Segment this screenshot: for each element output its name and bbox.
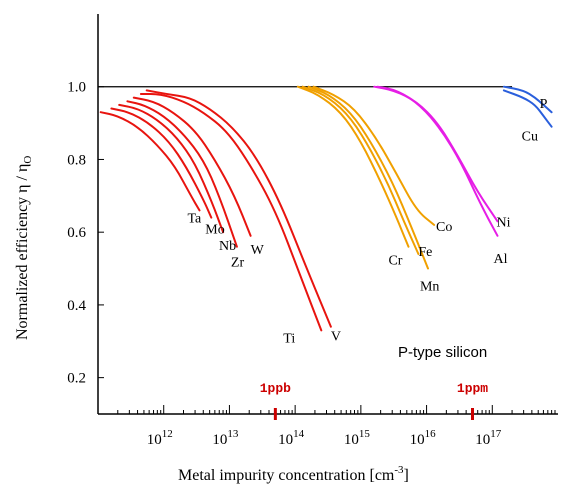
series-line-p [502,85,553,114]
y-tick-label: 0.4 [67,298,86,314]
x-axis-title-sup: -3 [394,464,404,476]
series-label-nb: Nb [219,239,236,254]
x-axis-title-main: Metal impurity concentration [cm [178,467,395,484]
y-axis-title-sub: O [22,156,34,164]
marker-label-1ppb: 1ppb [260,381,291,396]
series-label-mn: Mn [420,280,439,295]
x-tick-exponent: 16 [425,428,437,440]
ppm-markers: 1ppb 1ppm [260,381,488,420]
series-label-cr: Cr [388,254,402,269]
x-axis-title: Metal impurity concentration [cm-3] [178,464,409,484]
series-label-p: P [540,97,548,112]
series-label-w: W [251,243,265,258]
series-line-mn [307,85,429,270]
x-tick-label: 1013 [212,428,239,448]
series-label-zr: Zr [231,256,245,271]
x-tick-base: 10 [344,432,359,448]
annotation-text: P-type silicon [398,344,487,361]
x-tick-label: 1014 [278,428,305,448]
series-label-cu: Cu [522,130,538,145]
x-axis-ticks: 1012 1013 1014 1015 1016 1017 [97,405,556,448]
y-tick-label: 0.2 [67,371,86,387]
y-axis-title: Normalized efficiency η / ηO [14,156,34,340]
x-tick-exponent: 15 [359,428,371,440]
series-label-ni: Ni [496,215,510,230]
series-line-fe [301,85,420,255]
y-tick-label: 0.6 [67,225,86,241]
y-tick-label: 0.8 [67,152,86,168]
series-line-cu [502,89,553,128]
series-line-al [376,85,499,237]
series-label-ti: Ti [283,331,295,346]
series-group [99,85,553,332]
x-tick-label: 1017 [475,428,502,448]
y-axis-title-main: Normalized efficiency η / η [14,164,31,340]
x-tick-base: 10 [147,432,162,448]
plot-frame [97,14,558,415]
series-line-co [312,85,436,226]
y-tick-label: 1.0 [67,80,86,96]
series-line-mo [110,107,213,219]
x-tick-exponent: 14 [293,428,305,440]
x-tick-label: 1015 [344,428,371,448]
series-line-ti [139,93,323,332]
series-label-v: V [331,330,341,345]
marker-label-1ppm: 1ppm [457,381,488,396]
x-tick-label: 1016 [410,428,437,448]
series-line-v [145,89,332,328]
y-axis-ticks: 0.2 0.4 0.6 0.8 1.0 [67,80,104,387]
x-tick-label: 1012 [147,428,173,448]
x-tick-base: 10 [475,432,490,448]
series-label-ta: Ta [187,211,202,226]
x-tick-base: 10 [410,432,425,448]
series-label-co: Co [436,220,452,235]
x-tick-base: 10 [212,432,227,448]
series-line-zr [126,100,238,248]
x-tick-base: 10 [278,432,293,448]
series-line-w [132,96,252,237]
series-label-al: Al [493,252,507,267]
x-tick-exponent: 13 [227,428,239,440]
series-label-fe: Fe [418,245,432,260]
x-tick-exponent: 12 [162,428,173,440]
series-line-cr [296,85,410,248]
series-line-nb [118,103,225,234]
series-label-mo: Mo [205,223,224,238]
series-line-ta [99,111,201,212]
x-axis-title-end: ] [404,467,409,484]
x-tick-exponent: 17 [490,428,502,440]
